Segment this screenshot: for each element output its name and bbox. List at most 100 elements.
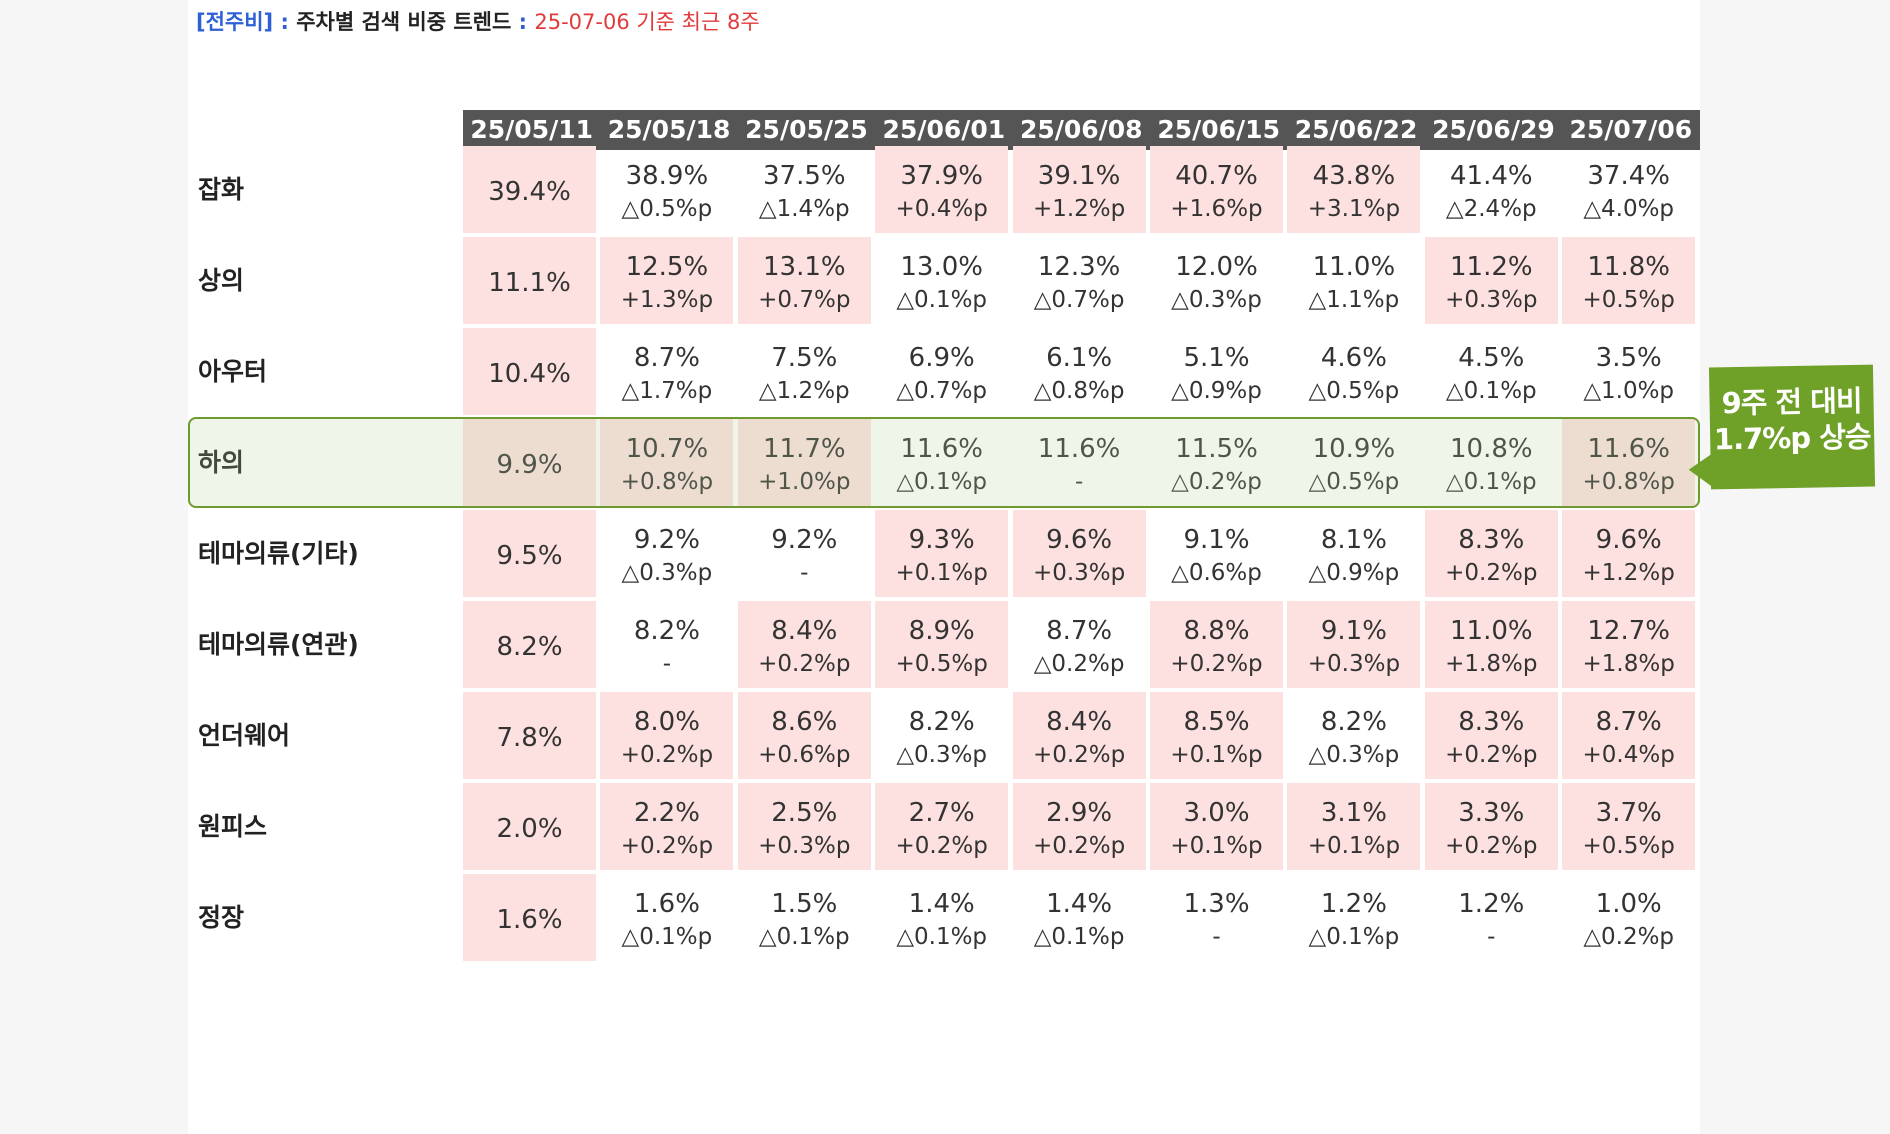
table-cell: 8.8% +0.2%p [1150,601,1283,688]
table-cell: 3.5% △1.0%p [1562,328,1695,415]
cell-share-value: 7.5% [771,343,838,373]
cell-share-value: 39.1% [1037,161,1121,191]
table-cell: 9.1% +0.3%p [1287,601,1421,688]
table-cell: 8.4% +0.2%p [737,601,871,688]
cell-change-value: △0.1%p [758,924,850,950]
cell-change-value: +0.1%p [1307,833,1401,859]
table-cell: 3.0% +0.1%p [1150,783,1283,870]
table-cell: 1.6% [463,874,596,961]
cell-share-value: 12.3% [1037,252,1121,282]
cell-share-value: 38.9% [625,161,709,191]
cell-share-value: 1.3% [1183,889,1250,919]
cell-change-value: +0.3%p [758,833,851,859]
table-cell: 1.5% △0.1%p [738,874,871,961]
cell-share-value: 10.4% [488,359,571,389]
heading-separator: : [273,10,297,34]
table-cell: 12.0% △0.3%p [1150,237,1283,324]
table-cell: 2.2% +0.2%p [600,783,734,870]
cell-share-value: 5.1% [1183,343,1250,373]
callout-line-1: 9주 전 대비 [1721,383,1862,421]
cell-change-value: △0.3%p [896,742,988,768]
cell-change-value: +1.3%p [620,287,714,313]
table-cell: 13.1% +0.7%p [737,237,871,324]
table-cell: 4.6% △0.5%p [1287,328,1420,415]
cell-change-value: +0.3%p [1445,287,1538,313]
cell-change-value: △0.9%p [1171,378,1262,404]
column-header: 25/05/25 [745,115,868,144]
cell-change-value: △0.5%p [1308,469,1400,495]
cell-share-value: 8.5% [1183,707,1250,737]
cell-share-value: 11.2% [1449,252,1533,282]
cell-share-value: 1.4% [1046,889,1113,919]
heading-title: 주차별 검색 비중 트렌드 [296,10,512,34]
cell-share-value: 1.5% [771,889,838,919]
cell-share-value: 40.7% [1175,161,1258,191]
cell-change-value: +0.2%p [1032,833,1126,859]
table-cell: 10.4% [463,328,596,415]
table-cell: 38.9% △0.5%p [600,146,733,233]
cell-share-value: 8.2% [908,707,975,737]
cell-change-value: +0.2%p [758,651,851,677]
row-label: 테마의류(기타) [198,539,359,568]
table-cell: 9.6% +0.3%p [1012,510,1146,597]
cell-change-value: △0.2%p [1033,651,1125,677]
cell-share-value: 9.6% [1595,525,1662,555]
cell-share-value: 3.1% [1320,798,1387,828]
table-cell: 8.3% +0.2%p [1424,510,1558,597]
cell-share-value: 8.4% [1046,707,1113,737]
cell-change-value: +1.8%p [1582,651,1675,677]
cell-change-value: +0.4%p [1582,742,1675,768]
table-cell: 37.5% △1.4%p [738,146,871,233]
cell-change-value: △0.7%p [896,378,988,404]
table-cell: 12.3% △0.7%p [1013,237,1146,324]
cell-change-value: +0.6%p [758,742,851,768]
row-label: 언더웨어 [198,721,291,750]
table-cell: 8.0% +0.2%p [600,692,734,779]
table-row: 테마의류(기타) 9.5% 9.2% △0.3%p 9.2% - 9.3% +0.1%p 9.6… [188,508,1700,599]
table-cell: 5.1% △0.9%p [1150,328,1283,415]
cell-change-value: △0.7%p [1033,287,1125,313]
table-cell: 6.9% △0.7%p [875,328,1008,415]
cell-share-value: 11.6% [1587,434,1670,464]
table-cell: 12.5% +1.3%p [600,237,734,324]
row-label: 원피스 [198,812,268,841]
table-cell: 41.4% △2.4%p [1425,146,1558,233]
cell-share-value: 43.8% [1312,161,1396,191]
cell-share-value: 2.2% [633,798,700,828]
cell-share-value: 9.2% [771,525,838,555]
cell-change-value: △1.7%p [621,378,713,404]
cell-share-value: 12.7% [1587,616,1670,646]
cell-change-value: +0.2%p [620,833,714,859]
cell-change-value: +0.5%p [1582,287,1675,313]
cell-share-value: 9.9% [496,450,563,480]
cell-change-value: △0.3%p [1308,742,1400,768]
table-cell: 6.1% △0.8%p [1013,328,1146,415]
table-cell: 13.0% △0.1%p [875,237,1008,324]
table-cell: 11.0% +1.8%p [1424,601,1558,688]
cell-share-value: 1.2% [1458,889,1525,919]
cell-change-value: △0.3%p [1171,287,1262,313]
table-cell: 10.9% △0.5%p [1287,419,1420,506]
cell-share-value: 7.8% [496,723,563,753]
table-cell: 2.5% +0.3%p [737,783,871,870]
cell-share-value: 3.5% [1595,343,1662,373]
cell-change-value: +0.2%p [1445,742,1538,768]
table-cell: 8.7% △0.2%p [1013,601,1146,688]
table-cell: 11.6% - [1013,419,1146,506]
column-header: 25/05/11 [470,115,594,144]
cell-change-value: △0.1%p [621,924,713,950]
heading-tag: [전주비] [196,10,274,34]
cell-share-value: 8.7% [1046,616,1113,646]
table-cell: 8.4% +0.2%p [1012,692,1146,779]
cell-change-value: +0.2%p [895,833,988,859]
table-cell: 8.3% +0.2%p [1424,692,1558,779]
cell-change-value: +0.1%p [1170,742,1263,768]
cell-share-value: 11.8% [1587,252,1670,282]
table-cell: 8.2% △0.3%p [1287,692,1420,779]
cell-change-value: △0.1%p [1033,924,1125,950]
cell-change-value: △0.1%p [896,469,988,495]
callout-badge: 9주 전 대비 1.7%p 상승 [1708,364,1876,490]
report-heading: [전주비] : 주차별 검색 비중 트렌드 : 25-07-06 기준 최근 8… [196,4,760,40]
cell-share-value: 37.9% [900,161,983,191]
cell-share-value: 11.0% [1449,616,1533,646]
